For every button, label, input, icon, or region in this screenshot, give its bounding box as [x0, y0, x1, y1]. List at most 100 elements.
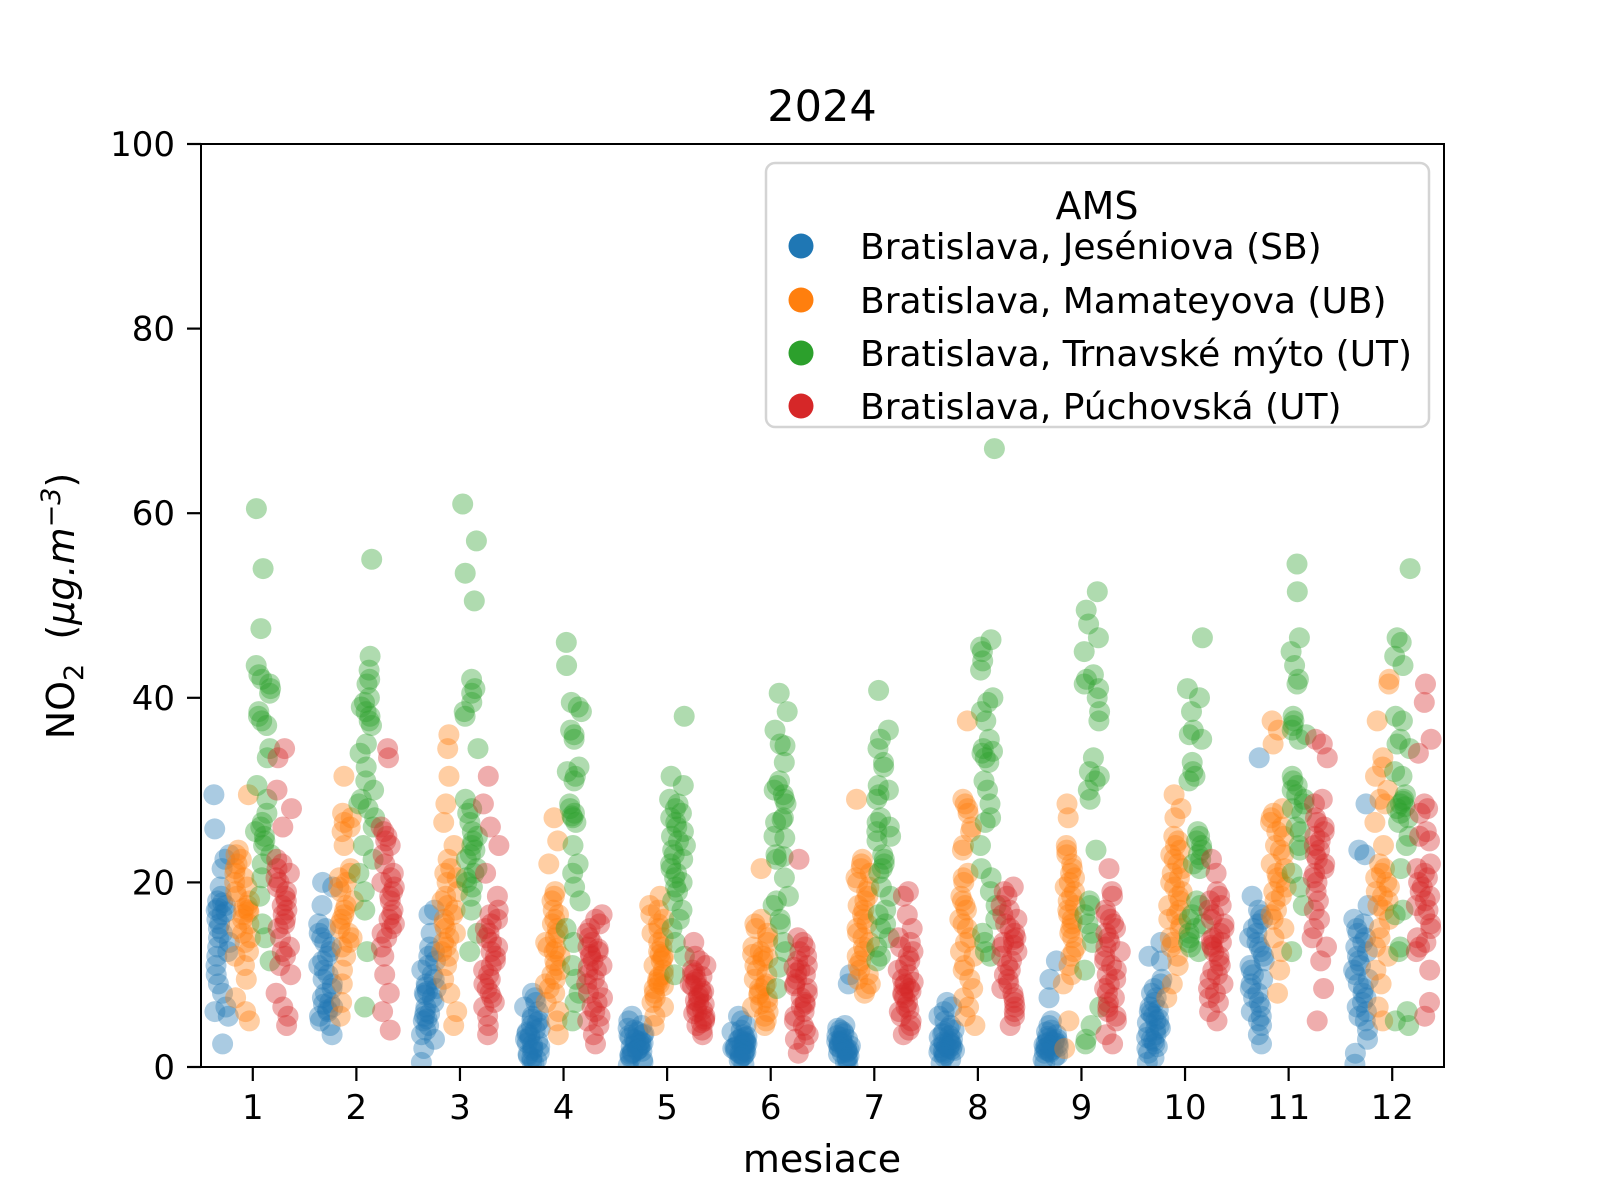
data-point: [544, 950, 566, 972]
data-point: [847, 895, 869, 916]
data-point: [996, 885, 1018, 907]
data-point: [207, 890, 229, 912]
data-point: [1044, 1046, 1066, 1067]
data-point: [548, 904, 569, 926]
data-point: [896, 904, 918, 926]
data-point: [898, 1019, 920, 1041]
data-point: [757, 927, 779, 949]
data-point: [259, 673, 281, 695]
data-point: [1089, 701, 1111, 723]
data-point: [1202, 959, 1224, 981]
data-point: [1208, 950, 1230, 972]
data-point: [1286, 775, 1308, 796]
data-point: [1057, 890, 1079, 912]
data-point: [207, 973, 229, 995]
data-point: [875, 913, 897, 935]
data-point: [972, 922, 994, 944]
data-point: [1348, 1005, 1370, 1027]
data-point: [770, 913, 791, 935]
data-point: [1250, 904, 1272, 926]
data-point: [433, 811, 455, 833]
data-point: [691, 966, 713, 987]
data-point: [879, 885, 901, 907]
data-point: [1386, 627, 1408, 649]
data-point: [1094, 950, 1116, 972]
data-point: [1239, 978, 1261, 999]
data-point: [1313, 978, 1335, 999]
data-point: [245, 498, 267, 520]
data-point: [831, 1029, 853, 1051]
data-point: [484, 950, 506, 972]
data-point: [952, 913, 974, 935]
data-point: [954, 955, 976, 976]
data-point: [768, 682, 790, 704]
data-point: [1378, 908, 1400, 930]
data-point: [1073, 641, 1095, 663]
data-point: [583, 968, 605, 990]
data-point: [356, 941, 378, 963]
data-point: [1201, 936, 1223, 958]
data-point: [259, 738, 281, 760]
data-point: [866, 936, 888, 958]
data-point: [1002, 876, 1024, 898]
data-point: [204, 1001, 226, 1023]
data-point: [413, 1038, 435, 1059]
data-point: [871, 858, 893, 880]
data-point: [1181, 701, 1202, 723]
x-axis: 1 2 3 4 5 6 7 8 9 10 11 12: [242, 1067, 1414, 1128]
data-point: [1419, 991, 1440, 1013]
data-point: [281, 798, 302, 820]
data-point: [236, 895, 258, 916]
data-point: [1281, 765, 1303, 787]
data-point: [235, 1001, 257, 1023]
data-point: [312, 950, 334, 972]
data-point: [619, 1045, 641, 1067]
data-point: [1178, 908, 1200, 930]
data-point: [1210, 931, 1232, 953]
data-point: [1369, 927, 1391, 949]
data-point: [1209, 922, 1231, 944]
legend-item: Bratislava, Jeséniova (SB): [788, 227, 1322, 268]
legend-label: Bratislava, Jeséniova (SB): [860, 227, 1322, 268]
data-point: [1102, 885, 1123, 907]
data-point: [378, 908, 400, 930]
data-point: [633, 1023, 655, 1045]
data-point: [205, 955, 227, 976]
data-point: [461, 668, 483, 690]
data-point: [1198, 978, 1219, 999]
data-point: [832, 1021, 854, 1043]
data-point: [1058, 871, 1080, 893]
data-point: [1271, 816, 1293, 838]
data-point: [438, 724, 460, 746]
data-point: [570, 701, 592, 723]
data-point: [1178, 724, 1200, 746]
data-point: [933, 1033, 955, 1055]
data-point: [341, 927, 363, 949]
data-point: [849, 959, 871, 981]
data-point: [679, 973, 701, 995]
data-point: [559, 793, 581, 815]
data-point: [1306, 871, 1328, 893]
data-point: [1187, 821, 1209, 843]
data-point: [339, 816, 361, 838]
data-point: [766, 848, 787, 870]
data-point: [370, 816, 392, 838]
data-point: [1273, 918, 1295, 939]
data-point: [1253, 950, 1275, 972]
data-point: [521, 1008, 543, 1030]
data-point: [833, 1034, 854, 1056]
data-point: [1160, 844, 1182, 866]
data-point: [1208, 945, 1230, 967]
data-point: [251, 867, 273, 889]
data-point: [1411, 876, 1433, 898]
data-point: [1168, 867, 1190, 889]
data-point: [1054, 1038, 1076, 1059]
data-point: [1200, 908, 1222, 930]
data-point: [1035, 1032, 1057, 1054]
data-point: [521, 1005, 543, 1027]
data-point: [1061, 964, 1083, 986]
data-point: [1388, 941, 1410, 963]
data-point: [990, 895, 1012, 916]
data-point: [1390, 793, 1411, 815]
data-point: [373, 945, 395, 967]
